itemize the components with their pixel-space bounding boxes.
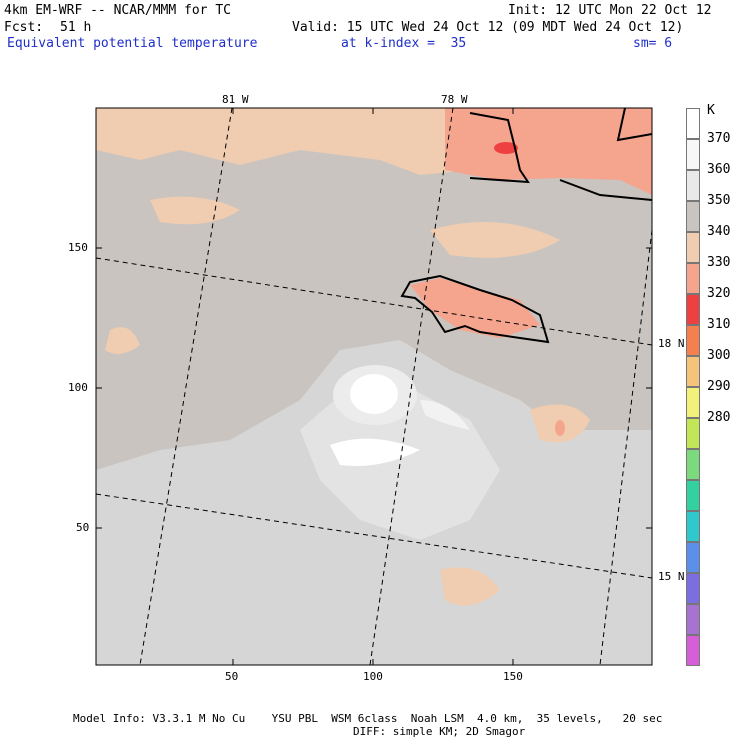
colorbar-swatch [686, 449, 700, 480]
colorbar-swatch [686, 604, 700, 635]
lat-label-15n: 15 N [658, 570, 685, 583]
x-tick-150: 150 [503, 670, 523, 683]
diffusion-info: DIFF: simple KM; 2D Smagor [353, 725, 526, 738]
colorbar-swatch [686, 263, 700, 294]
colorbar-unit: K [707, 103, 715, 118]
forecast-hour: 51 h [60, 20, 92, 35]
colorbar-label: 290 [707, 379, 731, 394]
lat-label-18n: 18 N [658, 337, 685, 350]
colorbar-swatch [686, 170, 700, 201]
colorbar-swatch [686, 356, 700, 387]
colorbar-swatch [686, 139, 700, 170]
parallel-18n [95, 257, 653, 346]
tan-patch-5 [105, 327, 140, 354]
smoothing-info: sm= 6 [633, 36, 673, 51]
y-tick-100: 100 [68, 381, 88, 394]
meridian-81w [139, 107, 233, 666]
y-tick-50: 50 [76, 521, 90, 534]
storm-rainband-2 [420, 400, 470, 430]
axis-ticks [96, 108, 652, 665]
colorbar-swatch [686, 418, 700, 449]
colorbar-swatch [686, 635, 700, 666]
y-tick-150: 150 [68, 241, 88, 254]
x-tick-100: 100 [363, 670, 383, 683]
tan-north [96, 108, 470, 175]
colorbar-label: 350 [707, 193, 731, 208]
colorbar-swatch [686, 108, 700, 139]
coastline-north-1 [469, 112, 530, 184]
colorbar-swatch [686, 201, 700, 232]
model-title: 4km EM-WRF -- NCAR/MMM for TC [4, 3, 231, 18]
coastline-island [400, 274, 550, 344]
colorbar-swatch [686, 573, 700, 604]
colorbar-swatch [686, 294, 700, 325]
colorbar-swatch [686, 232, 700, 263]
meridian-78w [369, 107, 454, 666]
colorbar-label: 330 [707, 255, 731, 270]
colorbar-label: 340 [707, 224, 731, 239]
valid-time: Valid: 15 UTC Wed 24 Oct 12 (09 MDT Wed … [292, 20, 684, 35]
storm-core [350, 374, 398, 414]
colorbar-swatch [686, 542, 700, 573]
meridian-75w [599, 229, 653, 666]
parallel-15n [95, 493, 653, 579]
tan-patch-1 [150, 196, 240, 225]
colorbar-label: 300 [707, 348, 731, 363]
x-tick-50: 50 [225, 670, 239, 683]
forecast-label: Fcst: [4, 20, 44, 35]
lon-label-78w: 78 W [441, 93, 468, 106]
salmon-island [410, 278, 540, 338]
colorbar-label: 310 [707, 317, 731, 332]
colorbar-swatch [686, 387, 700, 418]
lon-label-81w: 81 W [222, 93, 249, 106]
tan-patch-4 [440, 567, 500, 606]
red-spot [494, 142, 518, 154]
coastline-north-3 [559, 179, 653, 201]
colorbar-label: 360 [707, 162, 731, 177]
field-name: Equivalent potential temperature [7, 36, 258, 51]
shaded-field [96, 108, 652, 665]
colorbar-label: 320 [707, 286, 731, 301]
coastlines [400, 107, 653, 344]
level-info: at k-index = 35 [341, 36, 467, 51]
plot-frame [95, 107, 653, 666]
model-info: Model Info: V3.3.1 M No Cu YSU PBL WSM 6… [73, 712, 663, 725]
colorbar-swatch [686, 511, 700, 542]
latlon-grid [95, 107, 653, 666]
colorbar-swatch [686, 325, 700, 356]
coastline-north-2 [616, 107, 653, 142]
salmon-north [445, 108, 652, 195]
colorbar-swatch [686, 480, 700, 511]
colorbar-label: 370 [707, 131, 731, 146]
colorbar-label: 280 [707, 410, 731, 425]
salmon-spot [555, 420, 565, 436]
tan-patch-2 [430, 222, 560, 258]
storm-rainband [330, 438, 420, 466]
init-time: Init: 12 UTC Mon 22 Oct 12 [508, 3, 712, 18]
